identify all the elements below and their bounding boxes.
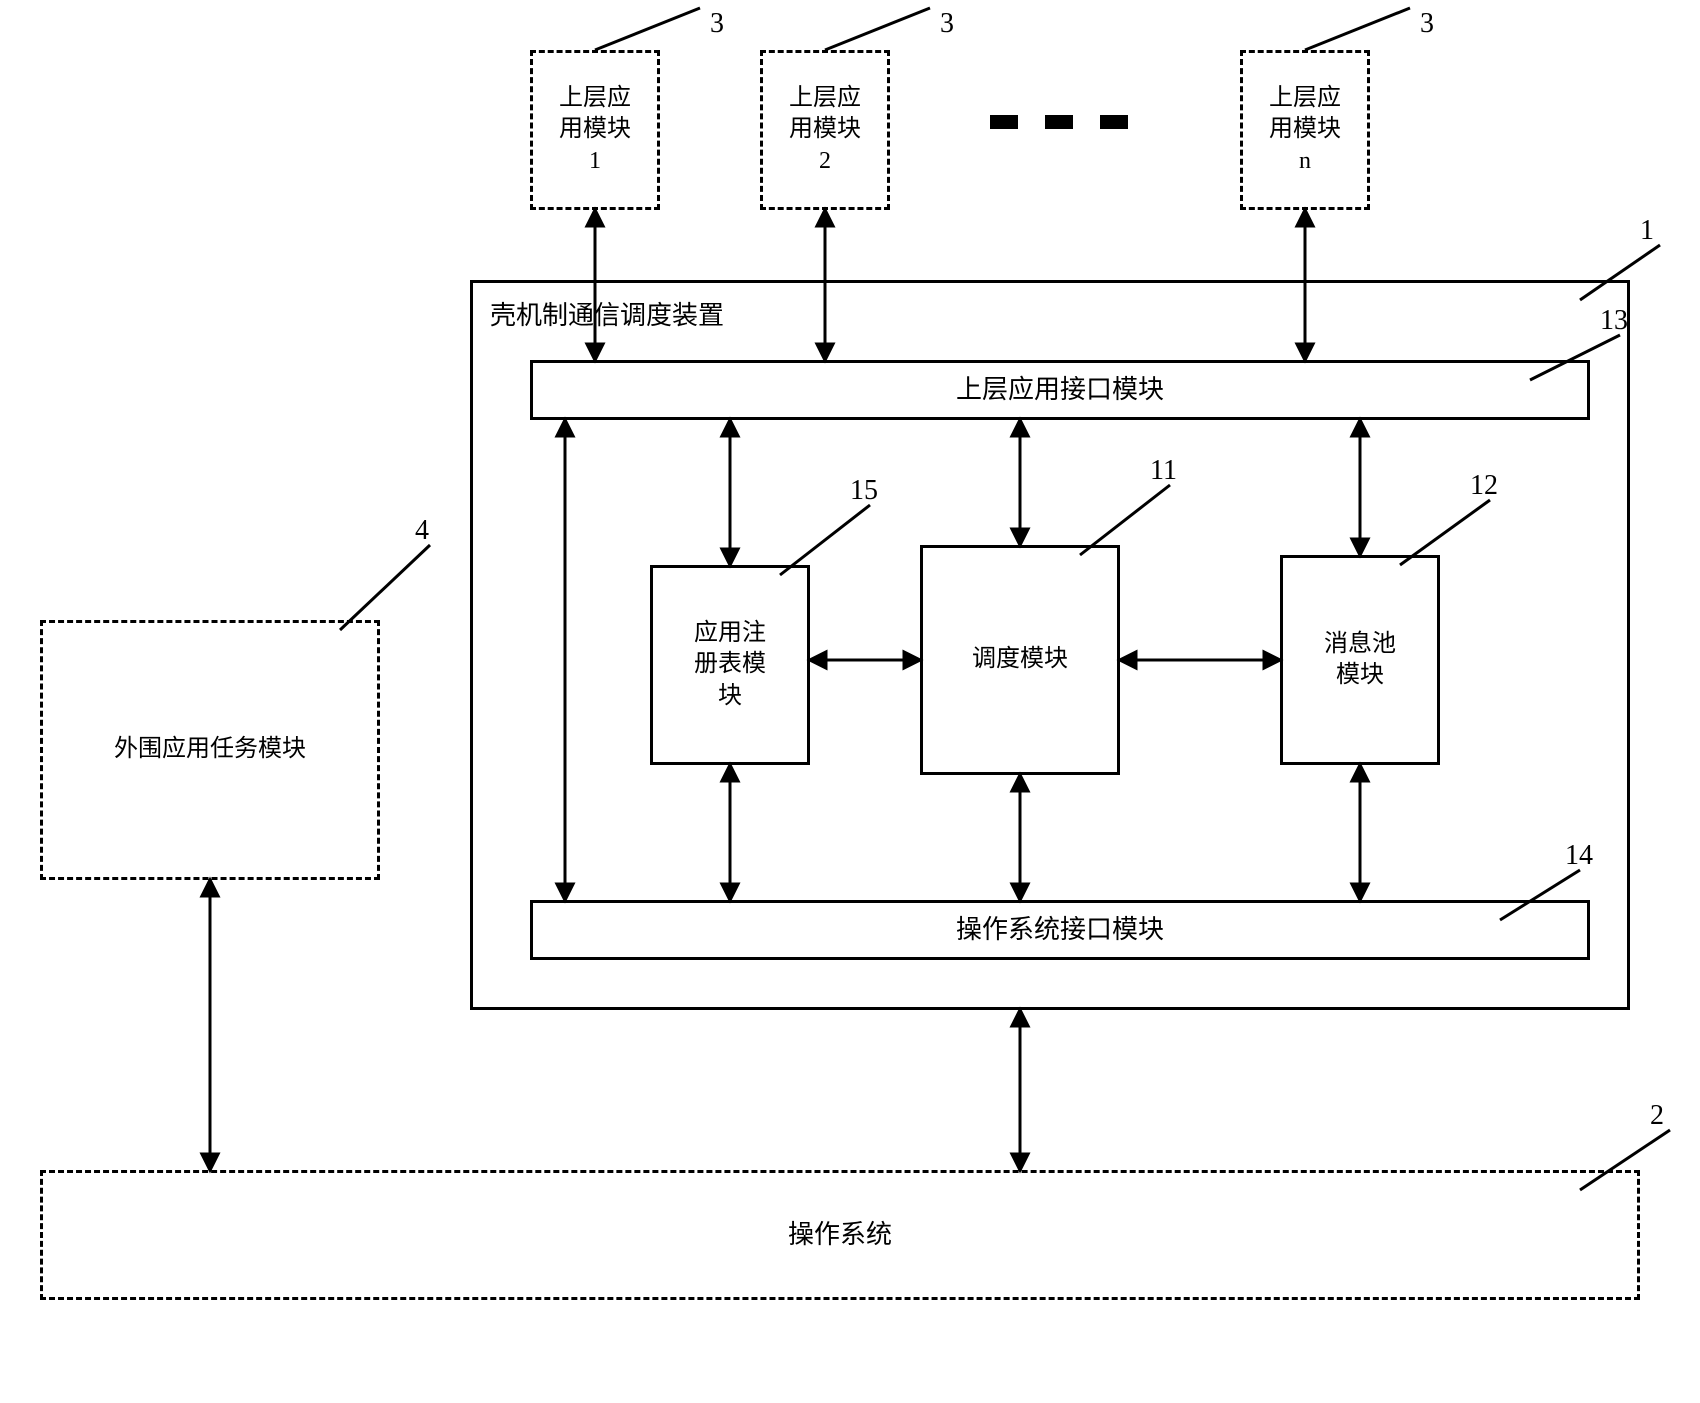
os-label: 操作系统 xyxy=(788,1218,892,1252)
pool-label: 消息池 模块 xyxy=(1324,629,1396,691)
app1-box: 上层应 用模块 1 xyxy=(530,50,660,210)
leader-label-l3c: 3 xyxy=(1420,8,1434,40)
peripheral-label: 外围应用任务模块 xyxy=(114,734,306,765)
reg-box: 应用注 册表模 块 xyxy=(650,565,810,765)
iface_top-box: 上层应用接口模块 xyxy=(530,360,1590,420)
app1-label: 上层应 用模块 1 xyxy=(559,83,631,177)
peripheral-box: 外围应用任务模块 xyxy=(40,620,380,880)
pool-box: 消息池 模块 xyxy=(1280,555,1440,765)
leader-label-l1: 1 xyxy=(1640,215,1654,247)
appn-box: 上层应 用模块 n xyxy=(1240,50,1370,210)
leader-label-l15: 15 xyxy=(850,475,878,507)
sched-box: 调度模块 xyxy=(920,545,1120,775)
leader-label-l3a: 3 xyxy=(710,8,724,40)
leader-label-l4: 4 xyxy=(415,515,429,547)
leader-label-l11: 11 xyxy=(1150,455,1177,487)
app2-box: 上层应 用模块 2 xyxy=(760,50,890,210)
leader-label-l13: 13 xyxy=(1600,305,1628,337)
iface_bot-label: 操作系统接口模块 xyxy=(956,913,1164,947)
sched-label: 调度模块 xyxy=(972,644,1068,675)
leader-label-l14: 14 xyxy=(1565,840,1593,872)
shell-title: 壳机制通信调度装置 xyxy=(490,295,724,332)
diagram-canvas: 上层应 用模块 1 上层应 用模块 2 上层应 用模块 n 上层应用接口模块应用注 册… xyxy=(0,0,1700,1403)
reg-label: 应用注 册表模 块 xyxy=(694,618,766,712)
iface_bot-box: 操作系统接口模块 xyxy=(530,900,1590,960)
leader-label-l2: 2 xyxy=(1650,1100,1664,1132)
os-box: 操作系统 xyxy=(40,1170,1640,1300)
appn-label: 上层应 用模块 n xyxy=(1269,83,1341,177)
app2-label: 上层应 用模块 2 xyxy=(789,83,861,177)
leader-label-l12: 12 xyxy=(1470,470,1498,502)
iface_top-label: 上层应用接口模块 xyxy=(956,373,1164,407)
leader-label-l3b: 3 xyxy=(940,8,954,40)
